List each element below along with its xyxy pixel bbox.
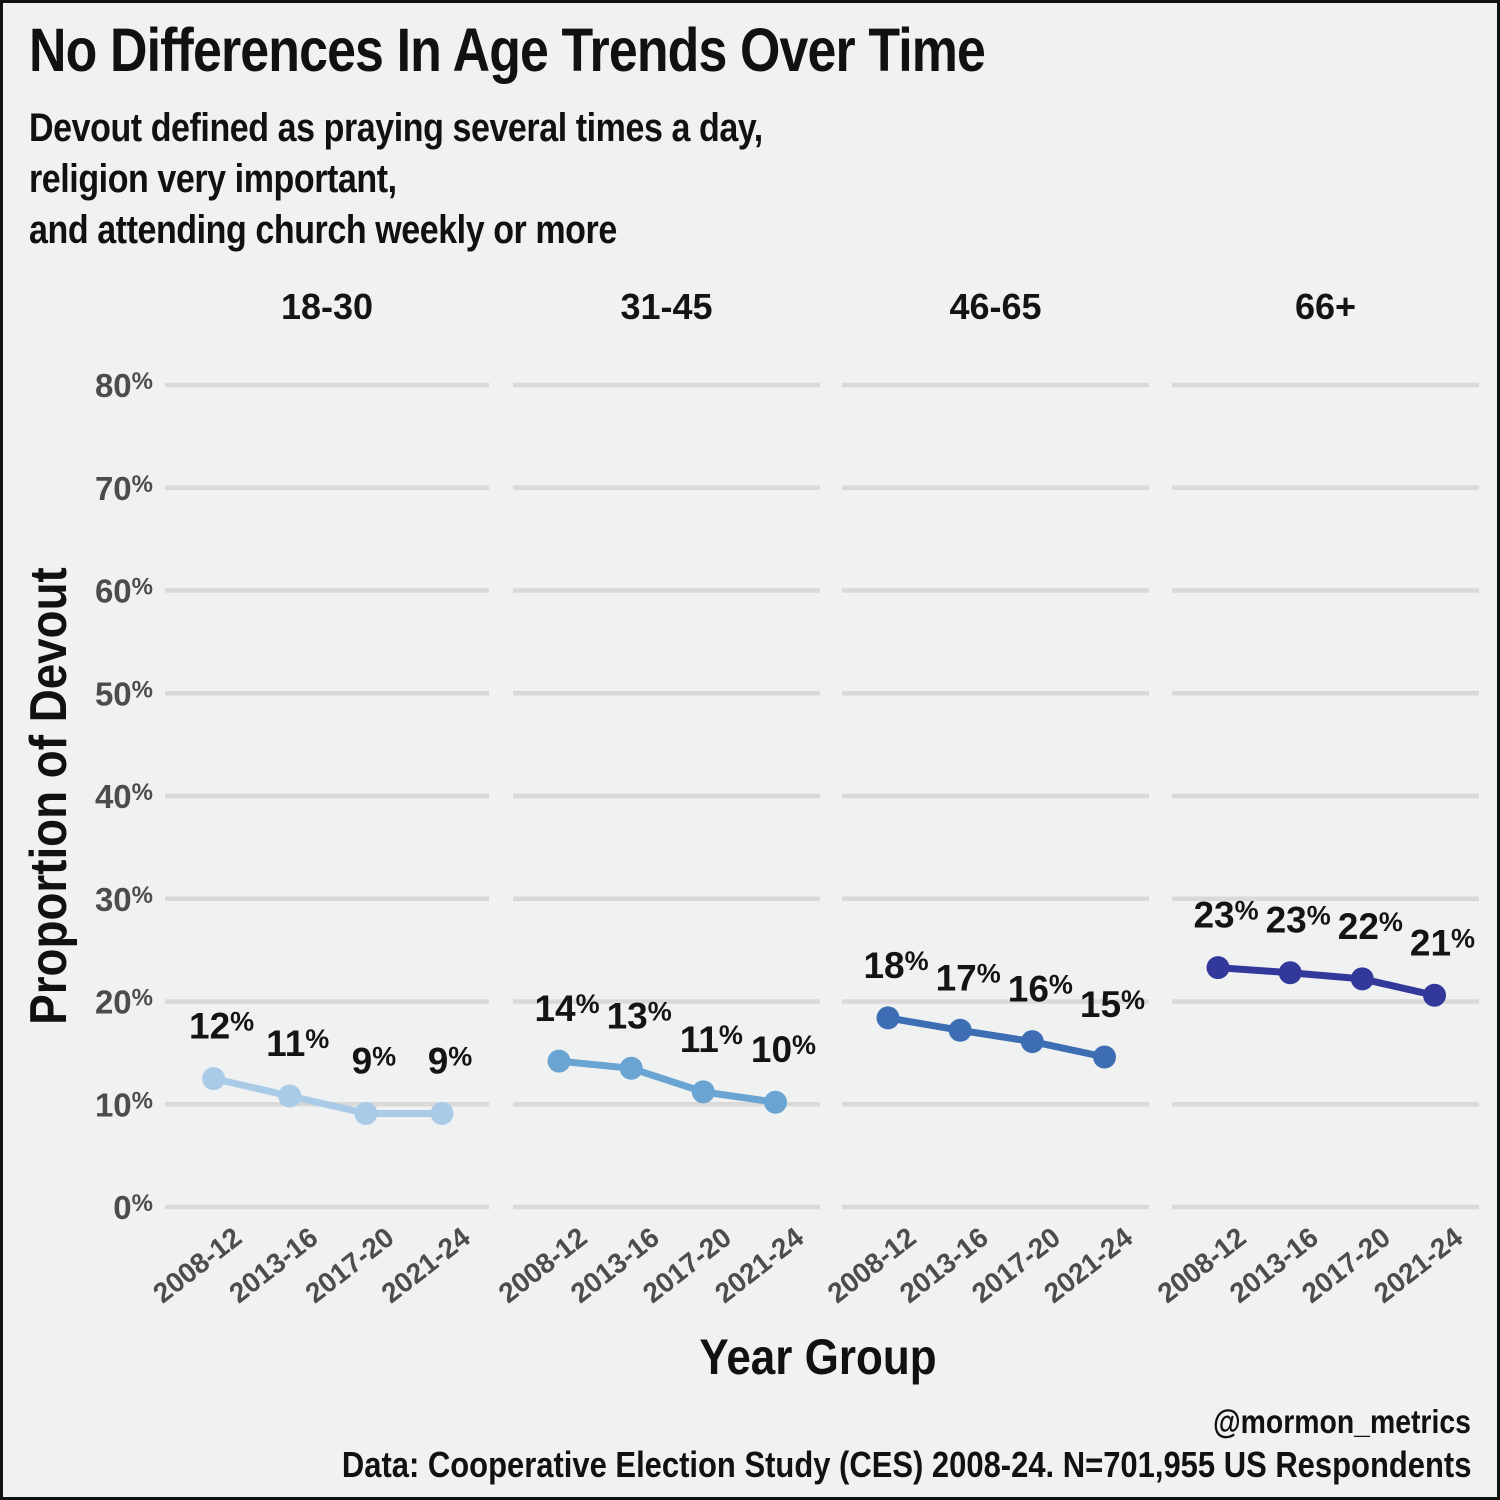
data-label: 15% — [1080, 984, 1145, 1025]
y-axis-title: Proportion of Devout — [20, 567, 78, 1025]
data-label: 21% — [1410, 922, 1475, 963]
y-tick-label: 10% — [95, 1086, 153, 1123]
data-point — [1020, 1030, 1044, 1054]
facet-title: 46-65 — [949, 286, 1041, 327]
data-point — [691, 1080, 715, 1104]
data-point — [354, 1102, 378, 1125]
data-label: 23% — [1266, 900, 1331, 941]
data-point — [764, 1090, 787, 1114]
x-tick-label: 2021-24 — [376, 1221, 476, 1309]
chart-title: No Differences In Age Trends Over Time — [29, 16, 986, 84]
data-point — [1206, 956, 1230, 980]
data-label: 10% — [751, 1029, 816, 1070]
data-point — [948, 1018, 972, 1042]
y-tick-label: 0% — [113, 1189, 153, 1226]
data-label: 18% — [863, 945, 928, 986]
subtitle-line: Devout defined as praying several times … — [29, 106, 763, 150]
y-tick-label: 50% — [95, 675, 153, 712]
data-point — [1423, 983, 1446, 1007]
y-tick-label: 30% — [95, 881, 153, 918]
chart-canvas: 0% 10% 20% 30% 40% 50% 60% 70% 80% 18-30 12% 11% 9% 9… — [95, 286, 1479, 1309]
data-label: 23% — [1193, 895, 1258, 936]
data-point — [547, 1049, 571, 1073]
data-label: 9% — [428, 1040, 473, 1081]
data-point — [1278, 961, 1302, 985]
y-tick-label: 20% — [95, 984, 153, 1021]
chart-subtitle: Devout defined as praying several times … — [29, 103, 763, 256]
y-tick-label: 40% — [95, 778, 153, 815]
series-line — [884, 1014, 1108, 1061]
data-label: 11% — [680, 1019, 743, 1060]
data-label: 22% — [1338, 906, 1403, 947]
data-point — [1093, 1045, 1116, 1069]
data-label: 11% — [266, 1023, 329, 1064]
series-line — [210, 1075, 446, 1117]
facet-title: 31-45 — [620, 286, 712, 327]
data-label: 13% — [607, 995, 672, 1036]
data-label: 17% — [936, 957, 1001, 998]
data-point — [278, 1084, 302, 1108]
facet-title: 18-30 — [281, 286, 373, 327]
data-label: 14% — [534, 988, 599, 1029]
data-point — [202, 1067, 226, 1091]
subtitle-line: and attending church weekly or more — [29, 208, 617, 252]
x-axis-title: Year Group — [699, 1329, 937, 1385]
footer-source: Data: Cooperative Election Study (CES) 2… — [341, 1444, 1471, 1485]
series-line — [1214, 964, 1438, 999]
data-point — [619, 1056, 643, 1080]
data-point — [1350, 967, 1374, 991]
y-tick-label: 70% — [95, 470, 153, 507]
data-label: 9% — [352, 1040, 397, 1081]
series-line — [555, 1057, 779, 1106]
data-point — [430, 1102, 454, 1125]
subtitle-line: religion very important, — [29, 157, 397, 201]
gridlines — [165, 382, 1479, 1210]
footer-handle: @mormon_metrics — [1213, 1403, 1471, 1440]
data-point — [876, 1006, 900, 1030]
y-tick-label: 60% — [95, 573, 153, 610]
y-tick-label: 80% — [95, 367, 153, 404]
facet-title: 66+ — [1295, 286, 1356, 327]
data-label: 12% — [189, 1006, 254, 1047]
